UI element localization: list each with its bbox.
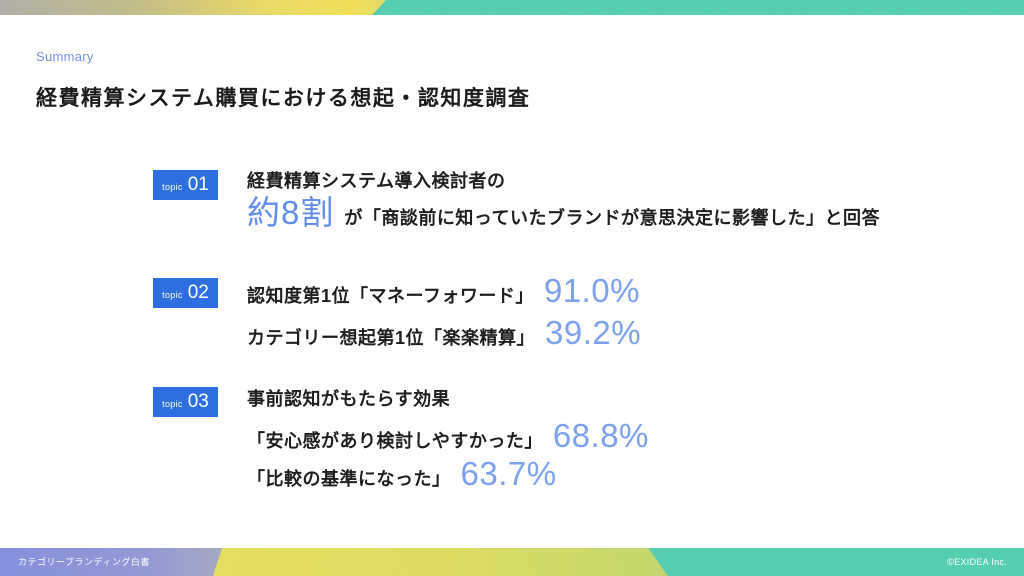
top-decor-bar	[0, 0, 1024, 15]
topic-03-badge-label: topic	[162, 399, 183, 409]
topic-02-line-1: 認知度第1位「マネーフォワード」 91.0%	[247, 272, 640, 310]
topic-03-value-1: 68.8%	[552, 417, 649, 454]
topic-03-badge-number: 03	[187, 391, 209, 412]
topic-03-text-1: 事前認知がもたらす効果	[247, 389, 451, 409]
topic-01-highlight-stat: 約8割	[247, 194, 335, 231]
summary-label: Summary	[36, 49, 94, 64]
topic-01-badge-label: topic	[162, 182, 183, 192]
topic-02-value-2: 39.2%	[545, 314, 642, 351]
topic-02-badge-number: 02	[187, 282, 209, 303]
topic-03-badge: topic 03	[153, 387, 218, 417]
topic-03-text-3: 「比較の基準になった」	[247, 469, 451, 489]
bottom-decor-gradient-shape	[213, 548, 668, 576]
top-decor-gradient-shape	[0, 0, 386, 15]
topic-03-value-2: 63.7%	[460, 455, 557, 492]
bottom-decor-bar: カテゴリーブランディング白書 ©EXIDEA Inc.	[0, 548, 1024, 576]
topic-02-badge: topic 02	[153, 278, 218, 308]
topic-02-text-1: 認知度第1位「マネーフォワード」	[247, 286, 534, 306]
topic-02-line-2: カテゴリー想起第1位「楽楽精算」 39.2%	[247, 314, 641, 352]
topic-03-line-2: 「安心感があり検討しやすかった」 68.8%	[247, 417, 649, 455]
topic-01-text: 経費精算システム導入検討者の	[247, 171, 506, 191]
topic-02-badge-label: topic	[162, 290, 183, 300]
topic-01-line-1: 経費精算システム導入検討者の	[247, 169, 505, 193]
topic-01-badge-number: 01	[187, 174, 209, 195]
topic-01-text-rest: が「商談前に知っていたブランドが意思決定に影響した」と回答	[344, 208, 880, 228]
topic-01-badge: topic 01	[153, 170, 218, 200]
topic-02-value-1: 91.0%	[543, 272, 641, 309]
topic-03-line-3: 「比較の基準になった」 63.7%	[247, 455, 557, 493]
footer-copyright: ©EXIDEA Inc.	[947, 557, 1007, 567]
page-title: 経費精算システム購買における想起・認知度調査	[36, 87, 531, 110]
topic-02-text-2: カテゴリー想起第1位「楽楽精算」	[247, 328, 536, 348]
topic-03-line-1: 事前認知がもたらす効果	[247, 387, 450, 411]
topic-03-text-2: 「安心感があり検討しやすかった」	[247, 431, 543, 451]
topic-01-line-2: 約8割 が「商談前に知っていたブランドが意思決定に影響した」と回答	[247, 194, 880, 232]
footer-document-title: カテゴリーブランディング白書	[18, 557, 150, 567]
